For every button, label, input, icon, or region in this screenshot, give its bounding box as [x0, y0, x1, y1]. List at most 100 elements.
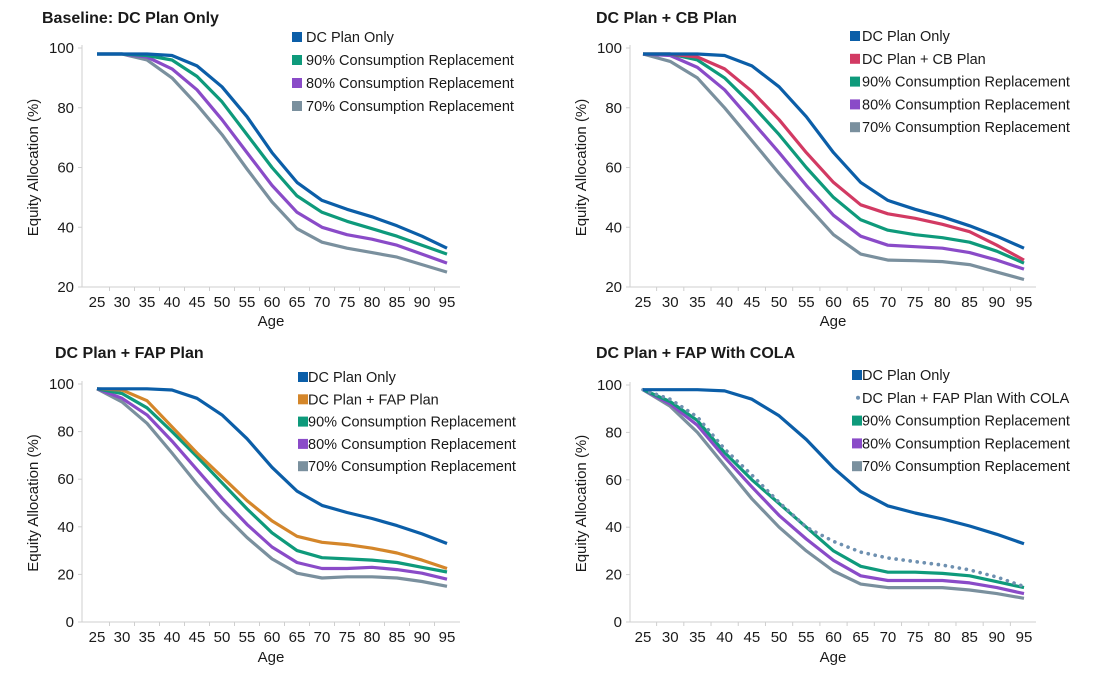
- x-tick-label: 55: [239, 294, 256, 311]
- legend-marker: [292, 55, 302, 65]
- x-tick-label: 25: [635, 629, 652, 646]
- x-tick-label: 65: [289, 629, 306, 646]
- series-line-3: [97, 52, 448, 265]
- series-line-5: [96, 387, 448, 588]
- x-tick-label: 45: [189, 629, 206, 646]
- legend-label: 80% Consumption Replacement: [862, 436, 1070, 452]
- legend-label: 70% Consumption Replacement: [308, 459, 516, 475]
- legend-marker: [850, 122, 860, 133]
- x-tick-label: 70: [880, 294, 897, 311]
- x-tick-label: 25: [89, 629, 106, 646]
- panel-1: Baseline: DC Plan Only 20 40 60 80 100 25 30 35 4…: [25, 10, 514, 330]
- x-tick-label: 95: [439, 629, 456, 646]
- x-tick-label: 60: [825, 294, 842, 311]
- legend-label: 90% Consumption Replacement: [862, 75, 1070, 91]
- x-axis-label: Age: [258, 313, 285, 330]
- legend-label: 80% Consumption Replacement: [306, 76, 514, 92]
- y-axis-label: Equity Allocation (%): [25, 99, 42, 237]
- series-line-3: [643, 52, 1025, 265]
- legend-marker: [298, 438, 308, 449]
- legend-label: 80% Consumption Replacement: [862, 97, 1070, 113]
- x-tick-label: 85: [389, 629, 406, 646]
- y-axis-label: Equity Allocation (%): [573, 99, 590, 237]
- y-tick-label: 0: [614, 614, 622, 631]
- chart-title: DC Plan + FAP With COLA: [596, 345, 796, 362]
- legend-label: 90% Consumption Replacement: [862, 414, 1070, 430]
- legend-label: DC Plan + FAP Plan: [308, 392, 439, 408]
- y-axis-label: Equity Allocation (%): [573, 435, 590, 573]
- legend-marker: [298, 461, 308, 472]
- x-tick-label: 65: [289, 294, 306, 311]
- x-tick-label: 35: [689, 294, 706, 311]
- legend-marker: [852, 461, 862, 472]
- legend-label: DC Plan + FAP Plan With COLA: [862, 391, 1070, 407]
- x-tick-label: 80: [934, 629, 951, 646]
- x-tick-label: 75: [339, 629, 356, 646]
- series-line-2: [96, 387, 448, 571]
- y-tick-label: 80: [605, 424, 622, 441]
- x-tick-label: 90: [414, 294, 431, 311]
- x-tick-label: 30: [114, 629, 131, 646]
- x-tick-label: 40: [716, 629, 733, 646]
- x-tick-label: 85: [389, 294, 406, 311]
- x-tick-label: 95: [1016, 629, 1033, 646]
- x-tick-label: 50: [771, 294, 788, 311]
- legend-marker: [850, 53, 860, 64]
- x-tick-label: 90: [414, 629, 431, 646]
- x-tick-label: 35: [139, 294, 156, 311]
- x-tick-label: 60: [264, 629, 281, 646]
- series-line-4: [97, 52, 448, 274]
- x-tick-label: 45: [744, 294, 761, 311]
- x-tick-label: 40: [716, 294, 733, 311]
- x-tick-label: 80: [364, 629, 381, 646]
- legend-marker: [292, 78, 302, 88]
- x-tick-label: 60: [264, 294, 281, 311]
- legend-label: 70% Consumption Replacement: [306, 99, 514, 115]
- legend-label: DC Plan + CB Plan: [862, 52, 986, 68]
- legend-marker: [850, 76, 860, 87]
- x-tick-label: 50: [214, 294, 231, 311]
- y-tick-label: 20: [605, 279, 622, 296]
- x-tick-label: 70: [314, 294, 331, 311]
- panel-4: DC Plan + FAP With COLA 0 20 40 60 80 100 25 30 3…: [573, 345, 1070, 666]
- chart-title: DC Plan + FAP Plan: [55, 345, 204, 362]
- panel-2: DC Plan + CB Plan 20 40 60 80 100 25 30 35 40 45 50…: [573, 10, 1070, 330]
- y-tick-label: 80: [57, 424, 74, 441]
- x-tick-label: 75: [339, 294, 356, 311]
- x-tick-label: 40: [164, 629, 181, 646]
- legend-label: 90% Consumption Replacement: [308, 415, 516, 431]
- chart-title: Baseline: DC Plan Only: [42, 10, 219, 27]
- x-tick-label: 95: [1016, 294, 1033, 311]
- x-tick-label: 90: [988, 629, 1005, 646]
- legend-label: 80% Consumption Replacement: [308, 437, 516, 453]
- x-tick-label: 55: [239, 629, 256, 646]
- legend-label: 70% Consumption Replacement: [862, 120, 1070, 136]
- legend-label: DC Plan Only: [308, 370, 397, 386]
- x-tick-label: 25: [89, 294, 106, 311]
- x-tick-label: 35: [139, 629, 156, 646]
- series-line-5: [642, 388, 1025, 600]
- series-line-4: [642, 52, 1025, 271]
- series-line-2: [643, 52, 1025, 262]
- legend-label: DC Plan Only: [862, 368, 951, 384]
- y-tick-label: 60: [57, 160, 74, 177]
- x-axis-label: Age: [258, 649, 285, 666]
- x-tick-label: 35: [689, 629, 706, 646]
- y-tick-label: 40: [605, 219, 622, 236]
- x-tick-label: 30: [114, 294, 131, 311]
- legend-marker: [850, 99, 860, 110]
- legend-label: DC Plan Only: [306, 30, 395, 46]
- series-line-3: [642, 388, 1025, 590]
- x-tick-label: 70: [880, 629, 897, 646]
- series-line-1: [97, 387, 448, 545]
- x-tick-label: 80: [934, 294, 951, 311]
- y-tick-label: 100: [597, 377, 622, 394]
- y-tick-label: 40: [57, 519, 74, 536]
- x-tick-label: 75: [907, 629, 924, 646]
- y-tick-label: 100: [597, 40, 622, 57]
- legend-marker: [852, 370, 862, 380]
- x-tick-label: 70: [314, 629, 331, 646]
- y-tick-label: 40: [57, 219, 74, 236]
- legend-marker: [292, 32, 302, 42]
